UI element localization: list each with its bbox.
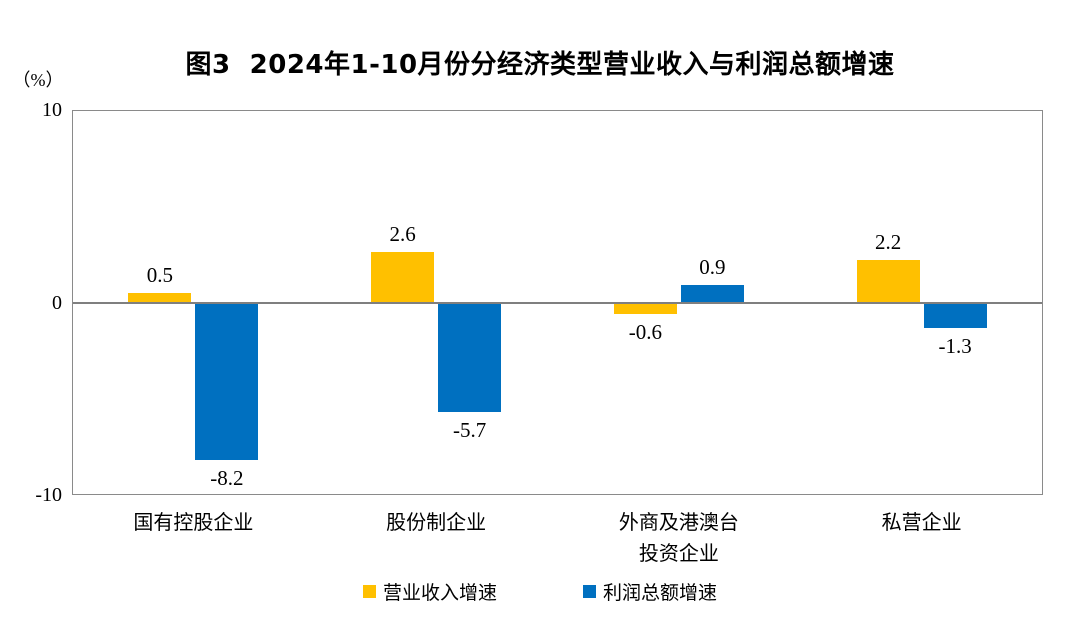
legend-swatch	[583, 585, 596, 598]
bar-s1-c2	[680, 285, 744, 303]
bar-s1-c1	[438, 302, 502, 413]
legend-item: 利润总额增速	[583, 578, 717, 605]
bar-value-label: -8.2	[210, 466, 244, 491]
legend-label: 营业收入增速	[382, 583, 497, 604]
bar-value-label: -0.6	[628, 320, 662, 345]
bar-s1-c0	[195, 302, 259, 461]
category-label: 股份制企业	[386, 512, 487, 534]
bar-s1-c3	[923, 302, 987, 328]
zero-axis-line	[73, 301, 1042, 304]
bar-value-label: 2.2	[875, 230, 902, 255]
legend-label: 利润总额增速	[603, 583, 718, 604]
y-tick-label: -10	[35, 484, 62, 506]
bar-s0-c0	[128, 292, 192, 303]
bar-s0-c1	[371, 252, 435, 303]
bar-value-label: 2.6	[389, 222, 416, 247]
legend-item: 营业收入增速	[362, 578, 497, 605]
bar-value-label: 0.9	[699, 255, 726, 280]
bar-value-label: -5.7	[453, 418, 487, 443]
y-tick-label: 0	[52, 291, 62, 314]
bar-value-label: 0.5	[146, 262, 173, 287]
y-tick-label: 10	[42, 99, 62, 121]
category-label: 私营企业	[881, 512, 962, 534]
bar-s0-c3	[856, 260, 920, 303]
y-axis-unit-label: （%）	[12, 70, 64, 90]
bar-s0-c2	[613, 302, 677, 315]
legend-swatch	[362, 585, 376, 598]
legend: 营业收入增速 利润总额增速	[0, 578, 1080, 605]
chart-title: 图3 2024年1-10月份分经济类型营业收入与利润总额增速	[185, 50, 895, 80]
category-label: 外商及港澳台 投资企业	[618, 512, 739, 565]
bar-value-label: -1.3	[938, 333, 972, 358]
category-label: 国有控股企业	[133, 512, 254, 534]
